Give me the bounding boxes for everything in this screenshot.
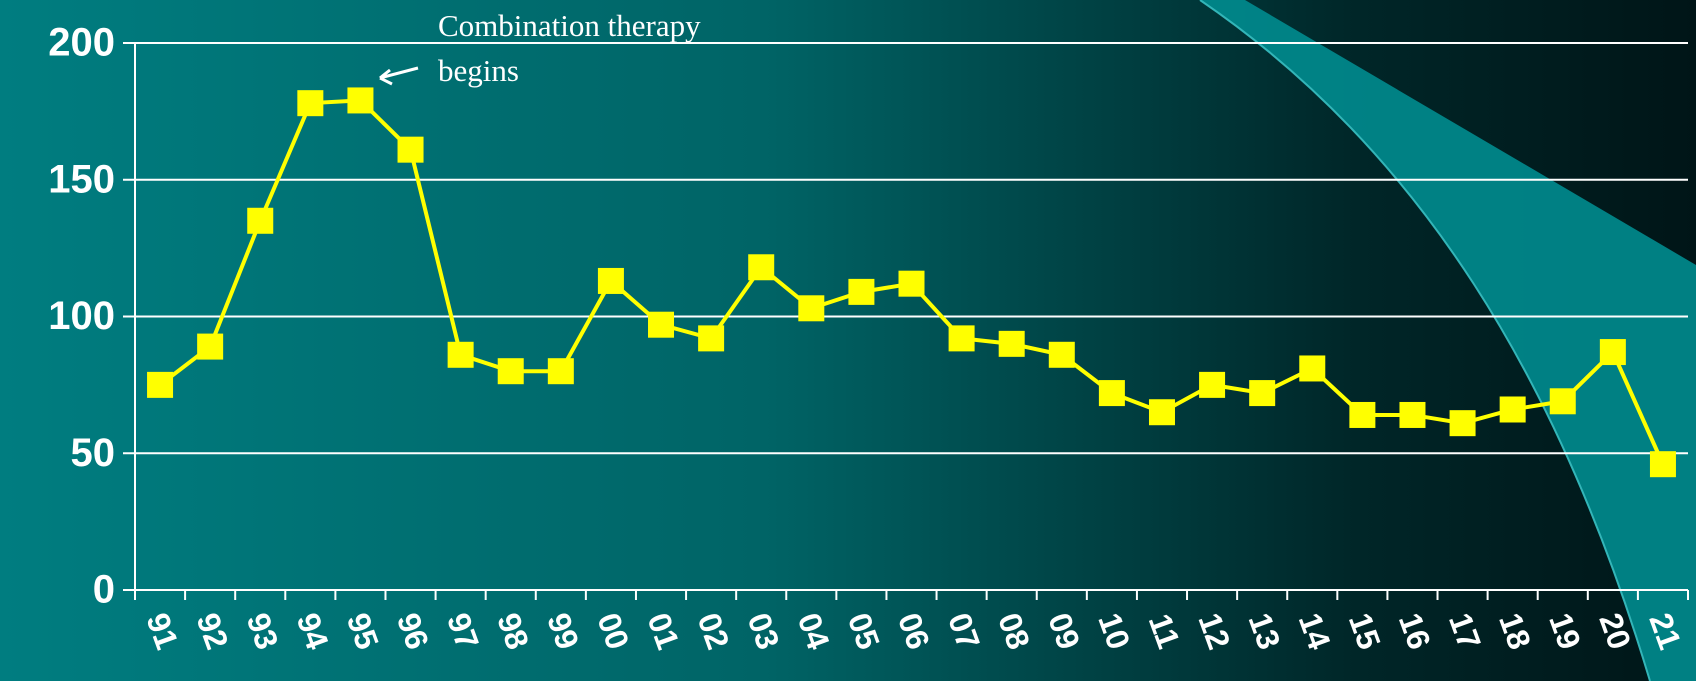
marker: [1199, 371, 1226, 398]
marker: [1599, 339, 1626, 366]
marker: [197, 333, 224, 360]
marker: [347, 87, 374, 114]
marker: [547, 358, 574, 385]
marker: [698, 325, 725, 352]
marker: [597, 267, 624, 294]
marker: [1649, 451, 1676, 478]
decor-band: [1200, 0, 1696, 681]
marker: [1499, 396, 1526, 423]
marker: [447, 341, 474, 368]
marker: [1148, 399, 1175, 426]
annotation-arrow: [379, 66, 419, 86]
y-tick-label: 200: [48, 21, 115, 65]
marker: [898, 270, 925, 297]
marker: [1048, 341, 1075, 368]
annotation: begins: [438, 53, 519, 88]
y-tick-label: 100: [48, 294, 115, 338]
marker: [848, 278, 875, 305]
marker: [1299, 355, 1326, 382]
marker: [297, 90, 324, 117]
annotation: Combination therapy: [438, 8, 701, 43]
marker: [998, 330, 1025, 357]
marker: [648, 311, 675, 338]
marker: [1399, 401, 1426, 428]
marker: [1449, 410, 1476, 437]
marker: [948, 325, 975, 352]
marker: [247, 207, 274, 234]
y-tick-label: 50: [71, 431, 116, 475]
y-tick-label: 0: [93, 568, 115, 612]
marker: [1098, 380, 1125, 407]
marker: [1349, 401, 1376, 428]
decor-curve: [1199, 0, 1651, 681]
marker: [147, 371, 174, 398]
marker: [748, 254, 775, 281]
y-tick-label: 150: [48, 157, 115, 201]
marker: [1249, 380, 1276, 407]
marker: [1549, 388, 1576, 415]
marker: [397, 136, 424, 163]
marker: [497, 358, 524, 385]
marker: [798, 295, 825, 322]
